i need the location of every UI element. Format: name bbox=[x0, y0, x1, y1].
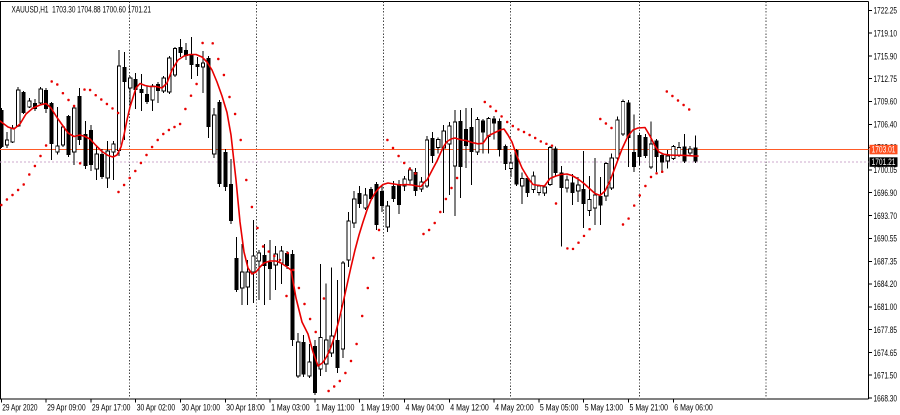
svg-text:5 May 21:00: 5 May 21:00 bbox=[630, 403, 669, 413]
svg-text:1703.01: 1703.01 bbox=[872, 145, 896, 155]
svg-text:30 Apr 02:00: 30 Apr 02:00 bbox=[137, 403, 176, 413]
svg-text:1684.20: 1684.20 bbox=[874, 279, 898, 289]
svg-text:4 May 12:00: 4 May 12:00 bbox=[450, 403, 489, 413]
svg-text:1674.65: 1674.65 bbox=[874, 348, 898, 358]
svg-text:1706.40: 1706.40 bbox=[874, 120, 898, 130]
svg-text:1693.70: 1693.70 bbox=[874, 211, 898, 221]
svg-text:4 May 20:00: 4 May 20:00 bbox=[495, 403, 533, 413]
svg-text:1668.30: 1668.30 bbox=[874, 393, 898, 403]
svg-text:1671.50: 1671.50 bbox=[874, 370, 898, 380]
svg-text:29 Apr 17:00: 29 Apr 17:00 bbox=[92, 403, 130, 413]
svg-text:1700.05: 1700.05 bbox=[874, 165, 898, 175]
svg-text:30 Apr 10:00: 30 Apr 10:00 bbox=[182, 403, 221, 413]
svg-text:1722.25: 1722.25 bbox=[874, 6, 898, 16]
svg-text:1 May 19:00: 1 May 19:00 bbox=[361, 403, 400, 413]
svg-text:1677.85: 1677.85 bbox=[874, 325, 898, 335]
svg-text:1687.35: 1687.35 bbox=[874, 257, 898, 267]
svg-text:1 May 11:00: 1 May 11:00 bbox=[316, 403, 355, 413]
svg-text:5 May 13:00: 5 May 13:00 bbox=[585, 403, 624, 413]
svg-text:6 May 06:00: 6 May 06:00 bbox=[674, 403, 713, 413]
svg-text:29 Apr 2020: 29 Apr 2020 bbox=[2, 403, 37, 413]
svg-text:XAUUSD,H1 1703.30 1704.88 170: XAUUSD,H1 1703.30 1704.88 1700.60 1701.2… bbox=[12, 4, 152, 14]
svg-text:4 May 04:00: 4 May 04:00 bbox=[406, 403, 445, 413]
svg-text:1719.10: 1719.10 bbox=[874, 28, 898, 38]
svg-text:1690.55: 1690.55 bbox=[874, 234, 898, 244]
svg-text:1712.75: 1712.75 bbox=[874, 74, 898, 84]
svg-text:30 Apr 18:00: 30 Apr 18:00 bbox=[226, 403, 264, 413]
svg-text:29 Apr 09:00: 29 Apr 09:00 bbox=[47, 403, 86, 413]
svg-text:1 May 03:00: 1 May 03:00 bbox=[271, 403, 310, 413]
svg-text:5 May 05:00: 5 May 05:00 bbox=[540, 403, 579, 413]
svg-text:1715.90: 1715.90 bbox=[874, 51, 898, 61]
svg-text:1709.60: 1709.60 bbox=[874, 97, 898, 107]
svg-text:1696.90: 1696.90 bbox=[874, 188, 898, 198]
svg-text:1681.00: 1681.00 bbox=[874, 302, 898, 312]
svg-text:1701.21: 1701.21 bbox=[872, 157, 896, 167]
